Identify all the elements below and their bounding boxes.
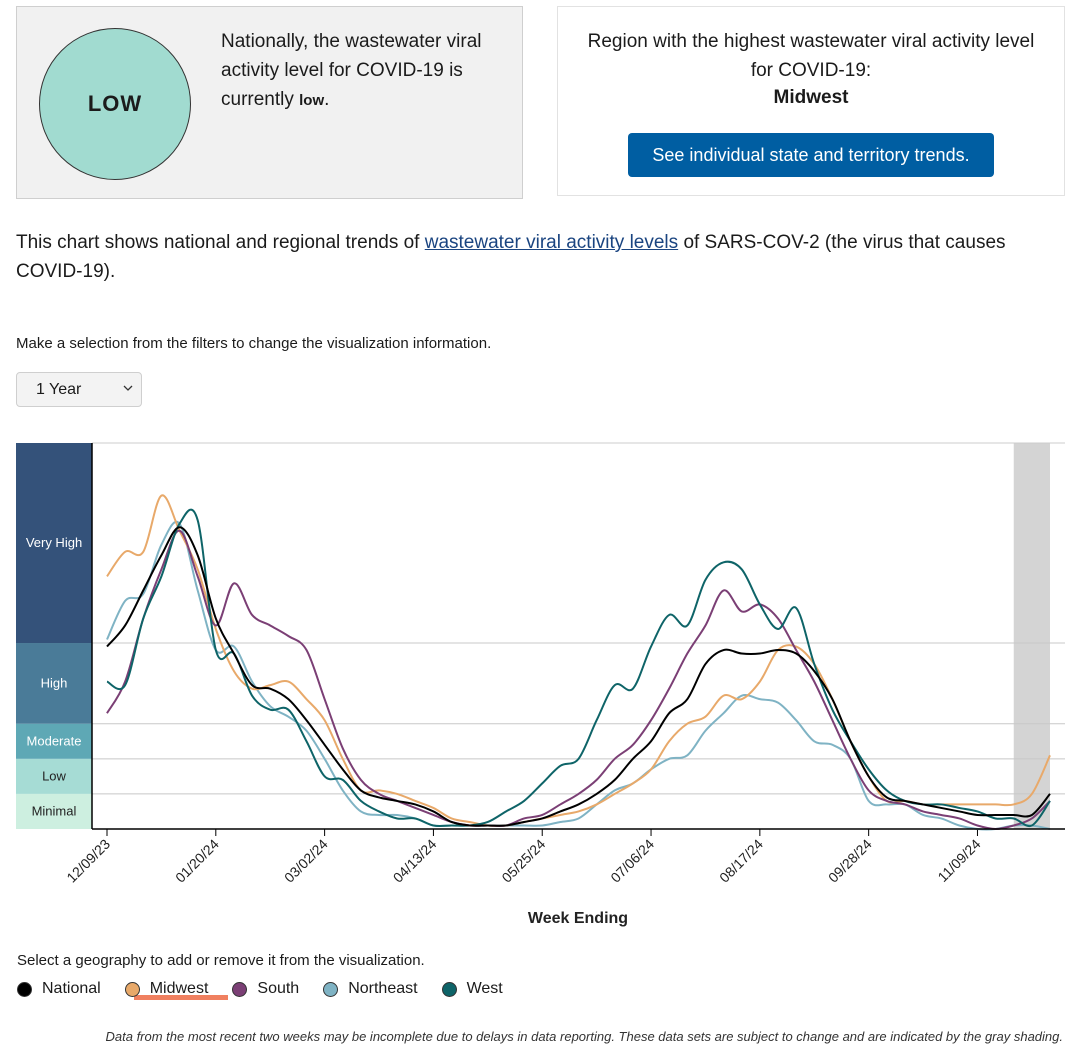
legend-item[interactable]: National <box>17 980 101 998</box>
legend: National Midwest South Northeast West <box>17 980 527 998</box>
x-tick-label: 07/06/24 <box>607 836 657 886</box>
level-band <box>16 758 92 794</box>
incomplete-shading <box>1013 443 1050 829</box>
filter-prompt: Make a selection from the filters to cha… <box>16 335 492 352</box>
level-label: Minimal <box>32 803 77 818</box>
legend-label: Midwest <box>149 980 209 997</box>
x-tick-label: 04/13/24 <box>390 836 440 886</box>
level-band <box>16 793 92 829</box>
legend-swatch <box>441 981 457 997</box>
level-label: Moderate <box>27 733 82 748</box>
region-name: Midwest <box>773 87 849 108</box>
legend-item[interactable]: West <box>441 980 503 998</box>
level-label: Low <box>42 768 66 783</box>
legend-label: Northeast <box>348 980 418 997</box>
level-band <box>16 443 92 644</box>
x-tick-label: 09/28/24 <box>825 836 875 886</box>
level-label: High <box>41 675 68 690</box>
x-tick-label: 05/25/24 <box>499 836 549 886</box>
legend-swatch <box>323 981 339 997</box>
x-tick-label: 03/02/24 <box>281 836 331 886</box>
national-text: Nationally, the wastewater viral activit… <box>221 27 511 115</box>
selection-highlight <box>134 995 228 1000</box>
level-band <box>16 723 92 759</box>
national-card: LOW Nationally, the wastewater viral act… <box>16 6 523 199</box>
series-line <box>106 494 1051 827</box>
chart: Week Ending Minimal Low Moderate High Very H… <box>16 442 1065 927</box>
level-text: LOW <box>87 91 143 116</box>
legend-item[interactable]: Midwest <box>124 980 209 998</box>
level-inline: low <box>299 92 325 109</box>
level-circle: LOW <box>39 28 191 180</box>
legend-item[interactable]: Northeast <box>323 980 418 998</box>
time-filter[interactable]: 1 Year <box>16 372 142 407</box>
legend-swatch <box>232 981 248 997</box>
legend-item[interactable]: South <box>232 980 299 998</box>
legend-prompt: Select a geography to add or remove it f… <box>17 952 425 969</box>
series-line <box>106 526 1051 827</box>
x-tick-label: 08/17/24 <box>716 836 766 886</box>
trends-button[interactable]: See individual state and territory trend… <box>628 133 994 177</box>
series-line <box>106 520 1051 831</box>
x-tick-label: 01/20/24 <box>172 836 222 886</box>
legend-swatch <box>17 981 32 997</box>
x-axis-title: Week Ending <box>528 910 628 927</box>
intro-link[interactable]: wastewater viral activity levels <box>424 232 679 253</box>
x-tick-label: 11/09/24 <box>934 836 983 885</box>
region-card: Region with the highest wastewater viral… <box>557 6 1065 196</box>
legend-swatch <box>124 981 140 997</box>
level-label: Very High <box>26 535 82 550</box>
level-band <box>16 643 92 724</box>
region-text: Region with the highest wastewater viral… <box>587 31 1035 81</box>
intro: This chart shows national and regional t… <box>16 228 1056 286</box>
selected-option: 1 Year <box>36 381 82 398</box>
intro-text: of SARS-COV-2 (the virus that causes COV… <box>16 232 1006 282</box>
legend-label: South <box>257 980 300 997</box>
series-line <box>106 508 1051 828</box>
legend-label: West <box>466 980 503 997</box>
period: . <box>324 89 330 110</box>
legend-label: National <box>42 980 101 997</box>
footnote: Data from the most recent two weeks may … <box>105 1029 1064 1044</box>
text: Nationally, the wastewater viral activit… <box>221 31 482 110</box>
x-tick-label: 12/09/23 <box>63 836 113 886</box>
series-line <box>106 529 1051 831</box>
chevron <box>123 385 133 391</box>
intro-text: This chart shows national and regional t… <box>16 232 420 253</box>
